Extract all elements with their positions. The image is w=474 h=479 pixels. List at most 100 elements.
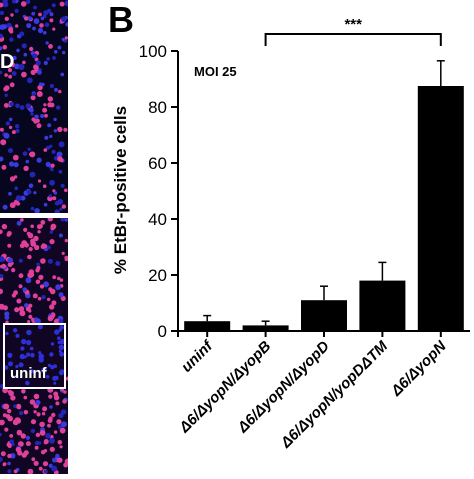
cell-dot	[15, 195, 22, 202]
cell-dot	[26, 339, 32, 346]
cell-dot	[40, 258, 46, 264]
cell-dot	[53, 364, 57, 369]
cell-dot	[29, 46, 34, 52]
cell-dot	[21, 71, 27, 78]
cell-dot	[4, 73, 8, 77]
cell-dot	[58, 328, 62, 332]
cell-dot	[25, 441, 31, 447]
cell-dot	[55, 284, 61, 291]
cell-dot	[43, 202, 48, 207]
cell-dot	[64, 36, 68, 40]
cell-dot	[8, 117, 13, 122]
cell-dot	[49, 352, 54, 357]
cell-dot	[22, 287, 27, 292]
cell-dot	[10, 13, 14, 17]
left-panel-letter: D	[0, 51, 15, 73]
cell-dot	[55, 401, 60, 406]
cell-dot	[39, 430, 46, 436]
cell-dot	[53, 381, 57, 385]
cell-dot	[3, 365, 9, 370]
cell-dot	[62, 399, 67, 404]
cell-dot	[43, 281, 49, 288]
cell-dot	[40, 16, 45, 21]
cell-dot	[5, 121, 10, 126]
cell-dot	[58, 141, 65, 148]
cell-dot	[54, 50, 58, 54]
cell-dot	[15, 333, 20, 338]
cell-dot	[38, 12, 42, 17]
cell-dot	[25, 380, 30, 386]
cell-dot	[36, 224, 42, 230]
cell-dot	[46, 57, 50, 61]
cell-dot	[40, 220, 46, 225]
cell-dot	[28, 107, 34, 113]
cell-dot	[5, 331, 9, 336]
cell-dot	[61, 251, 65, 255]
y-tick-label: 80	[148, 98, 167, 117]
micrograph-bottom	[0, 216, 71, 475]
cell-dot	[43, 31, 47, 35]
cell-dot	[59, 1, 65, 7]
cell-dot	[15, 124, 20, 129]
cell-dot	[41, 412, 46, 416]
cell-dot	[23, 395, 28, 400]
cell-dot	[45, 41, 49, 45]
cell-dot	[18, 441, 24, 447]
cell-dot	[30, 428, 36, 434]
cell-dot	[7, 262, 13, 268]
y-tick-label: 60	[148, 154, 167, 173]
cell-dot	[37, 296, 42, 301]
cell-dot	[55, 453, 60, 459]
cell-dot	[53, 129, 58, 133]
cell-dot	[8, 191, 12, 196]
cell-dot	[33, 118, 38, 124]
cell-dot	[48, 44, 53, 49]
cell-dot	[41, 82, 45, 87]
cell-dot	[37, 84, 43, 91]
cell-dot	[0, 46, 3, 51]
cell-dot	[44, 113, 48, 118]
cell-dot	[4, 311, 10, 317]
cell-dot	[38, 351, 42, 355]
y-tick-label: 40	[148, 210, 167, 229]
cell-dot	[25, 103, 31, 109]
cell-dot	[30, 69, 36, 75]
cell-dot	[0, 2, 4, 8]
cell-dot	[60, 409, 67, 415]
cell-dot	[34, 114, 39, 120]
cell-dot	[21, 240, 28, 246]
cell-dot	[27, 77, 33, 84]
cell-dot	[57, 276, 61, 281]
cell-dot	[51, 412, 56, 418]
cell-dot	[2, 0, 8, 4]
cell-dot	[9, 101, 14, 107]
cell-dot	[0, 10, 5, 16]
cell-dot	[49, 230, 53, 234]
cell-dot	[41, 295, 46, 300]
cell-dot	[45, 161, 51, 167]
cell-dot	[2, 44, 8, 50]
x-tick-label: Δ6/ΔyopN/yopDΔTM	[277, 337, 392, 452]
cell-dot	[59, 427, 66, 434]
cell-dot	[60, 72, 65, 77]
cell-dot	[27, 254, 32, 260]
cell-dot	[11, 268, 16, 273]
cell-dot	[49, 437, 55, 444]
cell-dot	[63, 390, 67, 394]
cell-dot	[18, 362, 24, 368]
cell-dot	[51, 465, 58, 472]
y-tick-label: 0	[158, 322, 167, 341]
cell-dot	[42, 184, 47, 188]
cell-dot	[54, 200, 60, 206]
cell-dot	[26, 231, 31, 236]
cell-dot	[12, 328, 18, 333]
cell-dot	[25, 435, 30, 440]
cell-dot	[39, 421, 45, 428]
cell-dot	[3, 86, 9, 92]
cell-dot	[30, 206, 35, 211]
cell-dot	[13, 290, 18, 296]
cell-dot	[10, 395, 16, 401]
cell-dot	[57, 126, 63, 133]
cell-dot	[47, 245, 51, 250]
cell-dot	[20, 218, 24, 222]
